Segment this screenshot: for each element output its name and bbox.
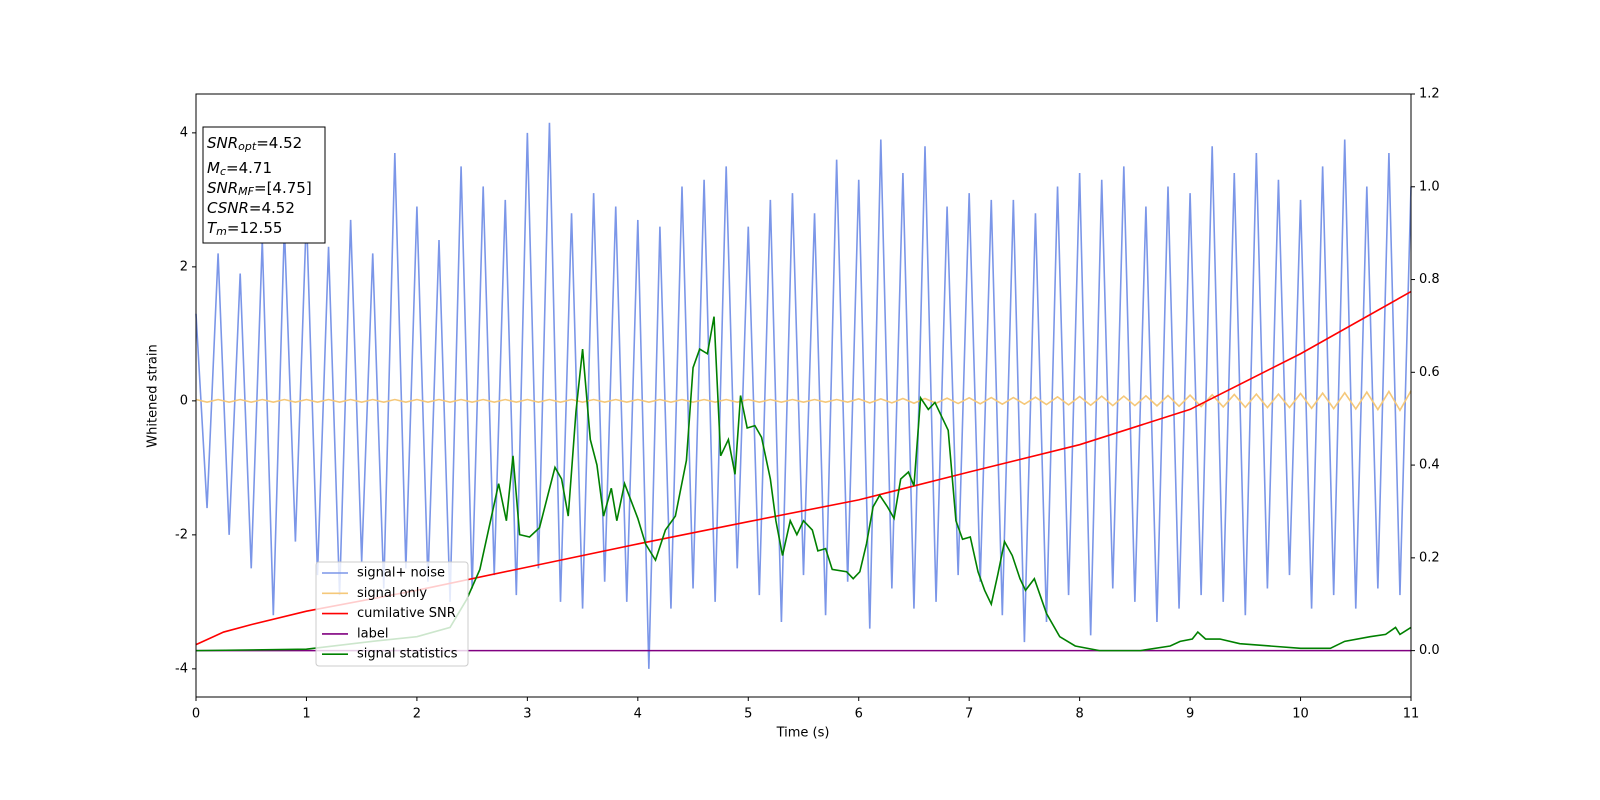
x-tick-label: 5 [744,707,752,722]
y-tick-label: -4 [175,661,188,676]
x-axis-label: Time (s) [776,726,830,741]
y2-tick-label: 0.8 [1419,272,1440,287]
x-tick-label: 3 [523,707,531,722]
legend-box [315,561,469,667]
legend-label: cumilative SNR [357,606,456,621]
annotation-subscript: c [220,165,226,178]
annotation-subscript: m [216,225,227,238]
x-tick-label: 2 [413,707,421,722]
annotation: CSNR=4.52 [207,199,295,217]
y2-tick-label: 0.2 [1419,550,1440,565]
series-line [195,290,1412,646]
x-tick-label: 8 [1075,707,1083,722]
annotation-value: =4.52 [256,134,302,152]
x-tick-label: 4 [634,707,642,722]
annotation-symbol: SNR [207,179,238,197]
annotation-subscript: opt [238,140,257,153]
legend-label: label [357,626,388,641]
legend-label: signal only [357,586,427,601]
x-tick-label: 9 [1186,707,1194,722]
annotation-symbol: SNR [207,134,238,152]
y-tick-label: -2 [175,527,188,542]
x-tick-label: 6 [855,707,863,722]
y-axis-label: Whitened strain [146,344,161,447]
x-tick-label: 10 [1292,707,1309,722]
annotation-box [202,126,326,244]
y2-tick-label: 1.0 [1419,179,1440,194]
y2-tick-label: 0.0 [1419,643,1440,658]
y-tick-label: 0 [180,393,188,408]
axes-frame [195,93,1412,698]
series-line [195,389,1412,412]
annotation-symbol: M [207,159,220,177]
y2-tick-label: 0.6 [1419,365,1440,380]
annotation-subscript: MF [238,185,254,198]
y2-tick-label: 0.4 [1419,458,1440,473]
annotation-value: =4.71 [226,159,272,177]
y-tick-label: 2 [180,259,188,274]
x-tick-label: 0 [192,707,200,722]
x-tick-label: 1 [302,707,310,722]
annotation: SNRopt=4.52 [207,134,302,154]
x-tick-label: 11 [1403,707,1420,722]
annotation-symbol: CSNR [207,199,249,217]
annotation-value: =12.55 [227,219,283,237]
annotation-symbol: T [207,219,218,237]
y-tick-label: 4 [180,125,188,140]
x-tick-label: 7 [965,707,973,722]
annotation: Mc=4.71 [207,159,272,179]
annotation: Tm=12.55 [207,219,282,239]
y2-tick-label: 1.2 [1419,87,1440,102]
series-line [195,316,1412,652]
legend-label: signal+ noise [357,566,445,581]
annotation-value: =[4.75] [254,179,312,197]
annotation: SNRMF=[4.75] [207,179,312,199]
series-line [195,122,1412,669]
annotation-value: =4.52 [249,199,295,217]
legend-label: signal statistics [357,647,458,662]
